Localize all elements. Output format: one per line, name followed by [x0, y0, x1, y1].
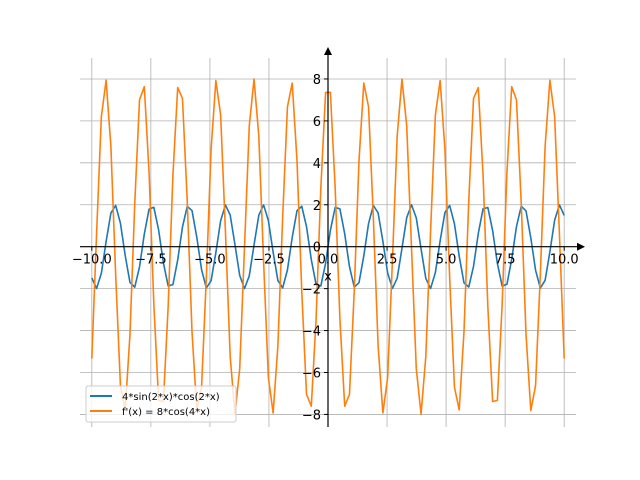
- x-tick-label: −5.0: [194, 253, 226, 268]
- y-tick-label: −6: [302, 366, 321, 381]
- x-tick-label: −2.5: [253, 253, 285, 268]
- legend-entry: f'(x) = 8*cos(4*x): [122, 407, 210, 418]
- ticks: −10.0 −7.5 −5.0 −2.5 0.0 2.5 5.0 7.5 10.0 −8 −6 −4 −…: [72, 73, 579, 423]
- y-tick-label: −2: [302, 283, 321, 298]
- x-axis-arrow: [577, 242, 585, 251]
- x-tick-label: −7.5: [135, 253, 167, 268]
- x-tick-label: 0.0: [318, 253, 339, 268]
- legend-box: [85, 385, 237, 423]
- x-tick-label: 10.0: [550, 253, 579, 268]
- y-tick-label: 0: [313, 241, 321, 256]
- y-tick-label: −8: [302, 408, 321, 423]
- y-tick-label: 4: [313, 157, 321, 172]
- y-tick-label: 8: [313, 73, 321, 88]
- x-tick-label: 2.5: [377, 253, 398, 268]
- axes: x: [80, 47, 585, 427]
- x-tick-label: 7.5: [495, 253, 516, 268]
- y-tick-label: 6: [313, 115, 321, 130]
- x-axis-label: x: [324, 270, 332, 285]
- y-axis-arrow: [324, 47, 332, 55]
- legend-entry: 4*sin(2*x)*cos(2*x): [122, 392, 220, 403]
- x-tick-label: −10.0: [72, 253, 112, 268]
- x-tick-label: 5.0: [436, 253, 457, 268]
- y-tick-label: 2: [313, 199, 321, 214]
- y-tick-label: −4: [302, 325, 321, 340]
- legend: 4*sin(2*x)*cos(2*x) f'(x) = 8*cos(4*x): [85, 385, 237, 423]
